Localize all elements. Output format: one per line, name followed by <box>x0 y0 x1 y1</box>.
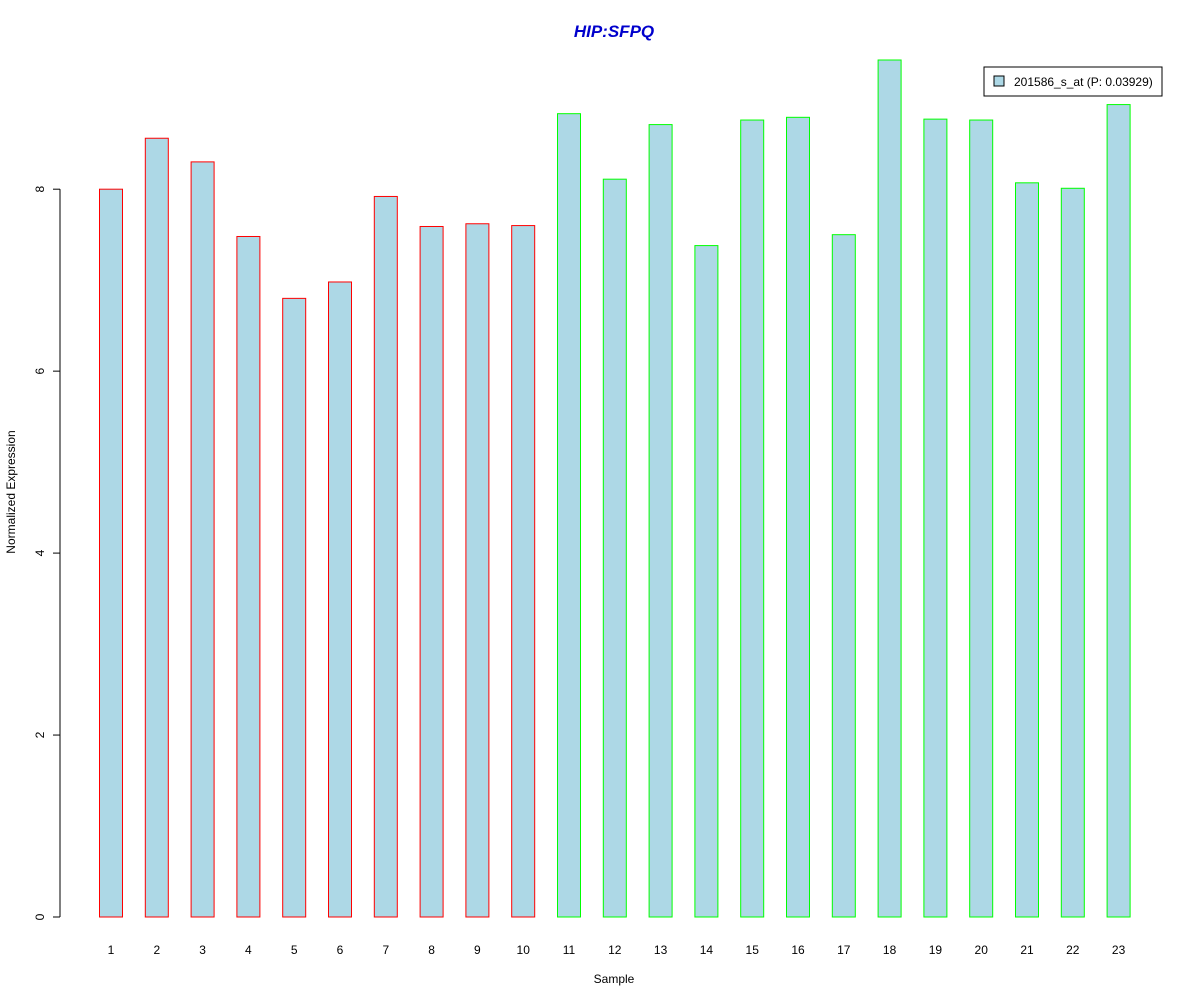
labels: HIP:SFPQ Sample Normalized Expression <box>4 22 654 986</box>
x-tick-label: 11 <box>563 943 576 957</box>
bar-sample-11 <box>557 113 581 918</box>
y-tick-label: 4 <box>33 549 47 556</box>
y-tick-label: 2 <box>33 731 47 738</box>
bar-sample-22 <box>1060 187 1085 918</box>
x-tick-label: 1 <box>108 943 115 957</box>
axes: 0 2 4 6 8 <box>33 186 61 920</box>
bar-sample-21 <box>1015 182 1039 918</box>
y-axis-label: Normalized Expression <box>4 430 18 553</box>
x-tick-label: 13 <box>654 943 668 957</box>
x-tick-label: 16 <box>791 943 805 957</box>
y-tick-label: 8 <box>33 186 47 193</box>
bar-sample-6 <box>328 281 352 918</box>
bar-sample-16 <box>786 116 810 918</box>
bar-sample-13 <box>648 124 673 918</box>
bar-sample-9 <box>465 223 490 918</box>
bars: 1 2 3 4 5 6 7 8 9 10 11 12 13 14 15 16 17 18 19 20 21 22 23 <box>99 59 1131 957</box>
x-tick-label: 20 <box>975 943 989 957</box>
bar-sample-2 <box>144 137 169 918</box>
bar-sample-1 <box>99 188 123 918</box>
x-tick-label: 7 <box>382 943 389 957</box>
bar-sample-5 <box>282 297 307 918</box>
x-tick-label: 14 <box>700 943 714 957</box>
bar-sample-4 <box>236 235 261 918</box>
x-tick-label: 8 <box>428 943 435 957</box>
bar-sample-7 <box>373 195 398 918</box>
x-tick-label: 18 <box>883 943 897 957</box>
x-tick-label: 3 <box>199 943 206 957</box>
bar-sample-3 <box>190 161 215 918</box>
legend-swatch <box>993 75 1005 87</box>
x-tick-label: 5 <box>291 943 298 957</box>
x-tick-label: 9 <box>474 943 481 957</box>
x-tick-label: 10 <box>517 943 531 957</box>
bar-sample-10 <box>511 225 536 918</box>
bar-sample-8 <box>419 225 444 918</box>
x-axis-label: Sample <box>594 972 635 986</box>
x-tick-label: 21 <box>1020 943 1034 957</box>
chart-title: HIP:SFPQ <box>574 22 654 41</box>
legend-box <box>983 66 1163 97</box>
x-tick-label: 4 <box>245 943 252 957</box>
y-tick-label: 0 <box>33 913 47 920</box>
x-tick-label: 2 <box>153 943 160 957</box>
bar-sample-15 <box>740 119 765 918</box>
x-tick-label: 17 <box>837 943 851 957</box>
x-tick-label: 22 <box>1066 943 1080 957</box>
x-tick-label: 23 <box>1112 943 1126 957</box>
x-tick-label: 15 <box>746 943 760 957</box>
bar-sample-12 <box>602 178 627 918</box>
bar-sample-18 <box>877 59 902 918</box>
y-tick-label: 6 <box>33 367 47 374</box>
x-tick-label: 12 <box>608 943 622 957</box>
legend-series-label: 201586_s_at (P: 0.03929) <box>1014 75 1153 89</box>
x-tick-label: 6 <box>337 943 344 957</box>
legend: 201586_s_at (P: 0.03929) <box>983 66 1163 97</box>
bar-sample-14 <box>694 245 719 918</box>
bar-sample-20 <box>969 119 994 918</box>
bar-sample-17 <box>831 234 856 918</box>
bar-sample-19 <box>923 118 948 918</box>
x-tick-label: 19 <box>929 943 943 957</box>
bar-sample-23 <box>1106 104 1131 918</box>
